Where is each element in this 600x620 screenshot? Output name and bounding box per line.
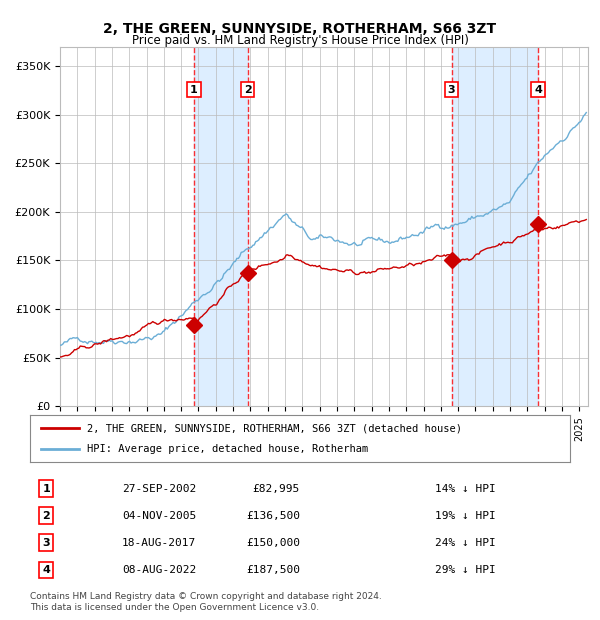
- Text: 4: 4: [42, 565, 50, 575]
- Text: £136,500: £136,500: [246, 511, 300, 521]
- Text: 2, THE GREEN, SUNNYSIDE, ROTHERHAM, S66 3ZT: 2, THE GREEN, SUNNYSIDE, ROTHERHAM, S66 …: [103, 22, 497, 36]
- Text: 04-NOV-2005: 04-NOV-2005: [122, 511, 196, 521]
- Bar: [452, 46, 538, 406]
- Text: Price paid vs. HM Land Registry's House Price Index (HPI): Price paid vs. HM Land Registry's House …: [131, 34, 469, 47]
- Text: 2, THE GREEN, SUNNYSIDE, ROTHERHAM, S66 3ZT (detached house): 2, THE GREEN, SUNNYSIDE, ROTHERHAM, S66 …: [86, 423, 462, 433]
- Text: 1: 1: [190, 85, 198, 95]
- Text: £187,500: £187,500: [246, 565, 300, 575]
- Bar: [194, 46, 248, 406]
- Text: 19% ↓ HPI: 19% ↓ HPI: [435, 511, 496, 521]
- Text: 3: 3: [43, 538, 50, 547]
- Text: £82,995: £82,995: [253, 484, 300, 494]
- Text: 2: 2: [43, 511, 50, 521]
- Text: 3: 3: [448, 85, 455, 95]
- Text: 29% ↓ HPI: 29% ↓ HPI: [435, 565, 496, 575]
- Text: 1: 1: [43, 484, 50, 494]
- Text: Contains HM Land Registry data © Crown copyright and database right 2024.
This d: Contains HM Land Registry data © Crown c…: [30, 592, 382, 611]
- Text: 24% ↓ HPI: 24% ↓ HPI: [435, 538, 496, 547]
- Text: 2: 2: [244, 85, 251, 95]
- Text: 27-SEP-2002: 27-SEP-2002: [122, 484, 196, 494]
- Text: £150,000: £150,000: [246, 538, 300, 547]
- Text: 18-AUG-2017: 18-AUG-2017: [122, 538, 196, 547]
- Text: 14% ↓ HPI: 14% ↓ HPI: [435, 484, 496, 494]
- Text: 4: 4: [534, 85, 542, 95]
- Text: HPI: Average price, detached house, Rotherham: HPI: Average price, detached house, Roth…: [86, 444, 368, 454]
- Text: 08-AUG-2022: 08-AUG-2022: [122, 565, 196, 575]
